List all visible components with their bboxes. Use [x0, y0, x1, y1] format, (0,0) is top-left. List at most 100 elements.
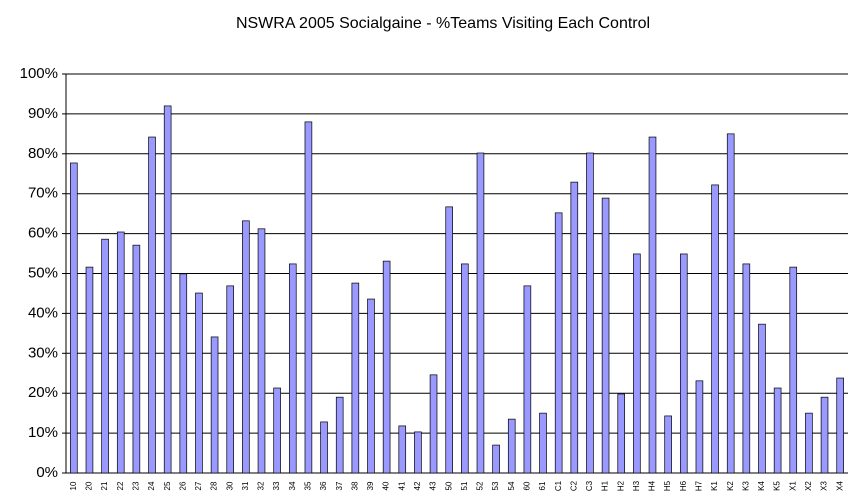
bar: [101, 238, 109, 474]
bar: [445, 206, 453, 474]
bar: [695, 380, 704, 474]
x-tick-label: X1: [788, 481, 797, 491]
bar: [148, 136, 156, 474]
bar: [617, 393, 626, 474]
bar: [226, 285, 235, 474]
x-tick-label: 25: [163, 481, 172, 490]
x-tick-label: 33: [272, 481, 281, 490]
y-tick-label: 0%: [36, 464, 58, 481]
bar: [523, 285, 532, 474]
bar: [648, 136, 657, 474]
x-tick-label: 42: [413, 481, 422, 490]
bar: [257, 228, 266, 474]
x-tick-label: 10: [69, 481, 78, 490]
x-tick-label: 52: [476, 481, 485, 490]
x-tick-label: 34: [288, 481, 297, 490]
x-tick-label: 50: [444, 481, 453, 490]
x-tick-label: 35: [304, 481, 313, 490]
x-tick-label: 43: [429, 481, 438, 490]
bar: [758, 323, 766, 474]
x-tick-label: H3: [632, 480, 641, 491]
bar: [132, 244, 141, 474]
bar: [664, 415, 672, 474]
x-tick-label: 51: [460, 481, 469, 490]
x-tick-label: H4: [648, 480, 657, 491]
x-tick-label: 21: [100, 481, 109, 490]
y-tick-label: 70%: [28, 185, 58, 202]
y-tick-label: 50%: [28, 264, 58, 281]
x-tick-label: H7: [695, 480, 704, 491]
bar: [382, 260, 391, 474]
x-tick-label: 27: [194, 481, 203, 490]
x-tick-label: 23: [131, 481, 140, 490]
bar: [195, 292, 203, 474]
x-tick-label: X3: [820, 481, 829, 491]
x-tick-label: 32: [257, 481, 266, 490]
x-tick-label: 41: [397, 481, 406, 490]
bar: [273, 387, 281, 474]
y-tick-label: 20%: [28, 384, 58, 401]
x-tick-label: K4: [757, 481, 766, 491]
x-tick-label: 36: [319, 481, 328, 490]
bar: [320, 421, 328, 474]
bar: [351, 282, 360, 474]
x-tick-label: 40: [382, 481, 391, 490]
bar: [820, 396, 829, 474]
bar: [85, 266, 94, 474]
bar: [742, 263, 751, 474]
bar: [116, 231, 125, 474]
x-tick-label: H5: [663, 480, 672, 491]
x-tick-label: C3: [585, 480, 594, 491]
bar: [288, 263, 297, 474]
bar: [210, 336, 219, 474]
x-tick-label: 28: [210, 481, 219, 490]
x-tick-label: 53: [491, 481, 500, 490]
bar: [539, 412, 547, 474]
x-tick-label: H6: [679, 480, 688, 491]
x-tick-label: X2: [804, 481, 813, 491]
x-tick-label: 20: [85, 481, 94, 490]
x-tick-label: H1: [601, 480, 610, 491]
x-tick-label: C1: [554, 480, 563, 491]
bar: [179, 273, 188, 474]
bar: [304, 121, 313, 474]
x-tick-label: K5: [773, 481, 782, 491]
bar: [711, 184, 719, 474]
x-tick-label: 38: [350, 481, 359, 490]
x-tick-label: K1: [710, 481, 719, 491]
x-tick-label: 30: [225, 481, 234, 490]
bar: [242, 220, 250, 474]
x-tick-label: 31: [241, 481, 250, 490]
x-tick-label: 26: [178, 481, 187, 490]
bar: [586, 152, 594, 474]
x-tick-label: X4: [835, 481, 844, 491]
x-tick-label: 24: [147, 481, 156, 490]
bar: [726, 133, 735, 474]
x-tick-label: K2: [726, 481, 735, 491]
bar: [570, 181, 579, 474]
bar: [476, 152, 485, 474]
x-tick-label: K3: [741, 481, 750, 491]
bar: [429, 374, 438, 474]
y-tick-label: 100%: [20, 65, 58, 82]
bar: [601, 197, 610, 474]
x-tick-label: 61: [538, 481, 547, 490]
bar: [335, 396, 344, 474]
bar: [367, 298, 375, 474]
x-tick-label: 54: [507, 481, 516, 490]
bar: [414, 431, 422, 474]
x-tick-label: 22: [116, 481, 125, 490]
bar: [492, 444, 500, 474]
y-tick-label: 40%: [28, 304, 58, 321]
bar: [398, 425, 407, 474]
chart-title: NSWRA 2005 Socialgaine - %Teams Visiting…: [236, 15, 650, 32]
bar: [773, 387, 782, 474]
y-tick-label: 60%: [28, 225, 58, 242]
bar: [836, 377, 844, 474]
x-tick-label: 37: [335, 481, 344, 490]
bar: [461, 263, 469, 474]
x-tick-label: H2: [616, 480, 625, 491]
bar: [679, 253, 688, 474]
x-tick-label: 60: [522, 481, 531, 490]
bar: [789, 266, 798, 474]
